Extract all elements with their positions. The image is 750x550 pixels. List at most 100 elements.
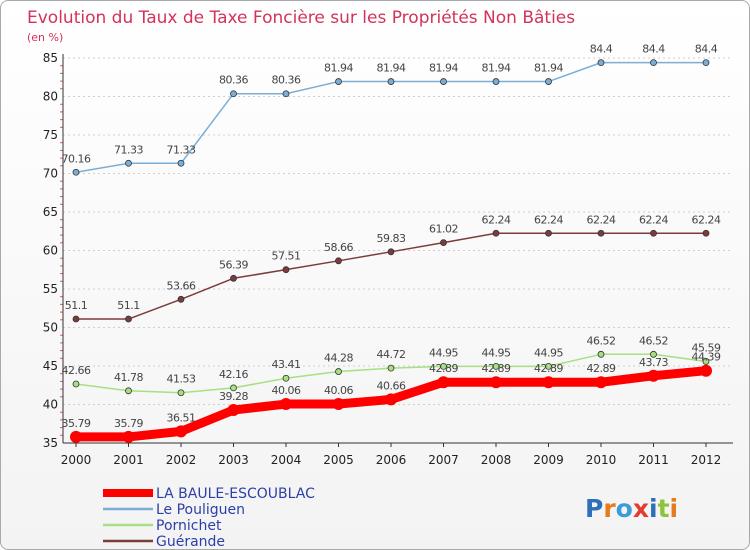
y-tick-label: 50 — [43, 321, 58, 335]
data-point — [125, 387, 132, 395]
data-point — [280, 398, 292, 411]
data-point — [385, 393, 397, 406]
x-tick-label: 2006 — [376, 453, 407, 467]
proxiti-logo: Proxiti — [585, 494, 678, 523]
y-tick-label: 55 — [43, 282, 58, 296]
chart-title: Evolution du Taux de Taxe Foncière sur l… — [27, 8, 575, 28]
data-label: 35.79 — [114, 417, 143, 430]
data-label: 81.94 — [429, 62, 458, 75]
data-point — [702, 229, 710, 237]
data-point — [440, 239, 447, 247]
logo-letter: o — [616, 494, 633, 523]
data-label: 44.39 — [692, 351, 721, 364]
data-point — [282, 90, 290, 98]
data-label: 62.24 — [587, 213, 616, 226]
data-label: 36.51 — [167, 411, 196, 424]
data-point — [177, 295, 185, 303]
data-point — [597, 59, 605, 67]
data-point — [597, 350, 605, 358]
data-point — [122, 430, 135, 443]
data-point — [175, 425, 187, 438]
data-label: 81.94 — [324, 62, 353, 75]
series-line — [75, 232, 707, 320]
data-label: 42.16 — [219, 368, 248, 381]
data-point — [72, 315, 80, 323]
data-point — [492, 229, 500, 237]
data-point — [440, 78, 447, 85]
chart-subtitle: (en %) — [27, 31, 63, 44]
data-label: 70.16 — [62, 152, 91, 165]
logo-letter: r — [603, 494, 616, 523]
data-point — [595, 376, 607, 389]
data-label: 44.95 — [482, 346, 511, 359]
data-label: 53.66 — [167, 279, 196, 292]
logo-letter: i — [670, 494, 679, 523]
data-point — [647, 369, 660, 382]
y-tick-label: 80 — [43, 90, 58, 104]
x-tick-label: 2007 — [428, 453, 459, 467]
data-point — [282, 266, 290, 274]
data-point — [335, 368, 342, 375]
data-label: 44.95 — [429, 346, 458, 359]
data-point — [387, 78, 395, 85]
data-point — [545, 362, 552, 370]
data-label: 61.02 — [429, 223, 458, 236]
data-label: 80.36 — [219, 74, 248, 87]
data-label: 45.59 — [692, 341, 721, 354]
y-tick-label: 35 — [43, 436, 58, 450]
logo-letter: P — [585, 494, 603, 523]
data-point — [490, 376, 502, 389]
x-tick-label: 2003 — [218, 453, 249, 467]
data-label: 57.51 — [272, 250, 301, 263]
data-point — [70, 430, 82, 443]
x-tick-label: 2011 — [638, 453, 669, 467]
y-tick-label: 75 — [43, 128, 58, 142]
x-tick-label: 2002 — [166, 453, 197, 467]
legend-label: Guérande — [156, 534, 225, 550]
data-point — [227, 404, 240, 417]
data-label: 51.1 — [117, 299, 140, 312]
data-label: 39.28 — [219, 390, 248, 403]
data-label: 62.24 — [534, 213, 563, 226]
data-label: 35.79 — [62, 417, 91, 430]
data-label: 42.89 — [429, 362, 458, 375]
data-label: 84.4 — [642, 43, 665, 56]
logo-letter: i — [649, 494, 658, 523]
x-tick-label: 2001 — [113, 453, 144, 467]
y-tick-label: 45 — [43, 359, 58, 373]
data-label: 42.89 — [482, 362, 511, 375]
data-point — [387, 248, 395, 256]
series-group — [70, 59, 712, 443]
data-point — [125, 159, 132, 167]
data-label: 51.1 — [65, 299, 88, 312]
data-label: 81.94 — [534, 62, 563, 75]
data-point — [545, 78, 552, 85]
data-point — [72, 380, 80, 388]
x-tick-label: 2000 — [61, 453, 92, 467]
data-label: 84.4 — [695, 43, 718, 56]
axes: 35 40 45 50 55 60 65 70 75 80 85 2000 2001 2002 2003 20… — [43, 51, 733, 467]
data-label: 46.52 — [587, 334, 616, 347]
data-point — [492, 78, 500, 85]
data-point — [440, 362, 447, 370]
x-tick-label: 2010 — [586, 453, 617, 467]
data-point — [545, 229, 552, 237]
data-label: 84.4 — [590, 43, 613, 56]
y-tick-label: 60 — [43, 244, 58, 258]
data-label: 58.66 — [324, 241, 353, 254]
data-label: 62.24 — [482, 213, 511, 226]
data-label: 81.94 — [482, 62, 511, 75]
data-label: 42.89 — [534, 362, 563, 375]
data-label: 40.06 — [324, 384, 353, 397]
data-label: 46.52 — [639, 334, 668, 347]
data-label: 43.73 — [639, 356, 668, 369]
data-point — [650, 229, 657, 237]
data-label: 43.41 — [272, 358, 301, 371]
data-label: 71.33 — [114, 143, 143, 156]
y-tick-label: 65 — [43, 205, 58, 219]
data-label: 41.78 — [114, 371, 143, 384]
logo-letter: x — [633, 494, 649, 523]
